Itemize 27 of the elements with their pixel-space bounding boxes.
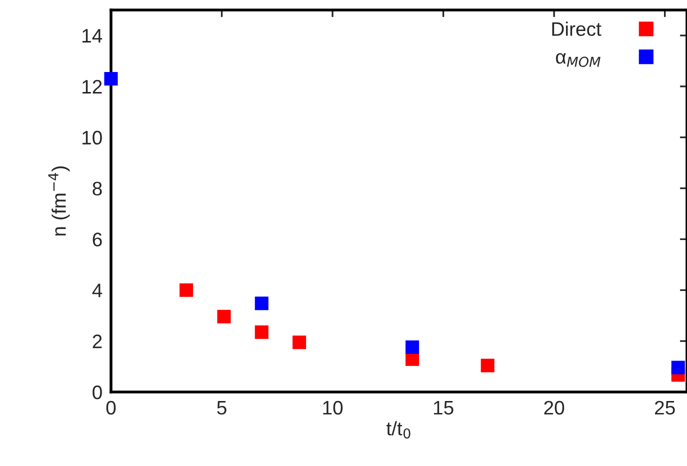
legend-label: Direct	[552, 22, 602, 36]
point	[406, 340, 420, 354]
point	[292, 336, 306, 350]
x-tick-label: 5	[217, 401, 226, 415]
x-axis-title: t/t$_{0}$	[386, 421, 410, 439]
y-axis-title: n (fm$^{−4}$)	[48, 166, 70, 236]
point	[671, 360, 685, 374]
y-tick-label: 4	[92, 284, 102, 298]
point	[254, 325, 268, 339]
x-tick-label: 0	[106, 400, 116, 415]
legend-label: α$_{MOM}$	[556, 53, 600, 67]
x-tick-label: 15	[434, 401, 454, 415]
y-tick-label: 8	[92, 182, 102, 196]
y-tick-label: 10	[82, 130, 102, 145]
x-tick-label: 10	[323, 400, 343, 415]
point	[254, 296, 268, 310]
x-tick-label: 25	[655, 400, 675, 415]
point	[217, 310, 231, 324]
y-tick-label: 0	[92, 385, 102, 400]
y-tick-label: 14	[82, 29, 102, 43]
point	[104, 72, 118, 86]
x-tick-label: 20	[544, 400, 564, 415]
point	[180, 283, 194, 297]
point	[480, 358, 494, 372]
y-tick-label: 6	[92, 232, 102, 246]
y-tick-label: 12	[82, 80, 102, 94]
y-tick-label: 2	[92, 334, 102, 348]
